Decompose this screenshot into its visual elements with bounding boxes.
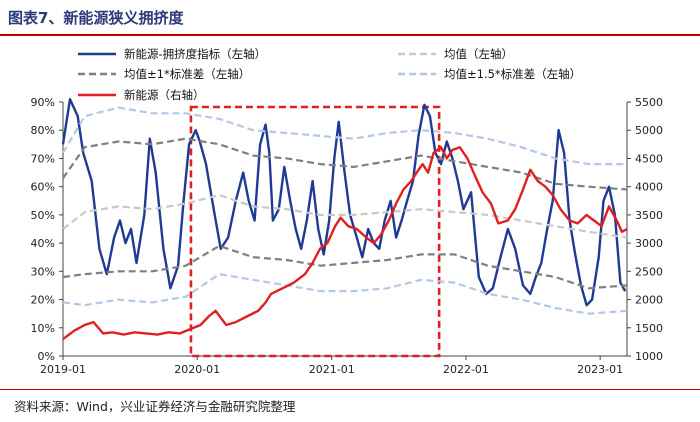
y-right-tick-label: 4000 [635, 181, 663, 194]
y-right-tick-label: 3500 [635, 209, 663, 222]
y-right-tick-label: 4500 [635, 152, 663, 165]
y-left-tick-label: 70% [31, 152, 55, 165]
series-line-2 [62, 137, 628, 191]
chart-title: 图表7、新能源狭义拥挤度 [8, 9, 184, 27]
x-tick-label: 2021-01 [309, 363, 355, 376]
legend-label-crowd: 新能源-拥挤度指标（左轴） [124, 47, 266, 61]
x-tick-label: 2023-01 [577, 363, 623, 376]
chart-header: 图表7、新能源狭义拥挤度 [0, 0, 700, 34]
y-left-tick-label: 60% [31, 181, 55, 194]
y-right-tick-label: 5000 [635, 124, 663, 137]
legend-label-sd15: 均值±1.5*标准差（左轴） [444, 67, 581, 81]
source-note: 资料来源：Wind，兴业证券经济与金融研究院整理 [14, 399, 296, 414]
x-tick-label: 2019-01 [40, 363, 86, 376]
y-left-tick-label: 10% [31, 322, 55, 335]
line-chart: 0% 10% 20% 30% 40% 50% 60% 70% 80% 90% 1000 1500 200… [31, 47, 663, 376]
series-line-4 [62, 106, 627, 166]
bottom-rule [0, 389, 700, 390]
y-right-tick-label: 2000 [635, 294, 663, 307]
y-right-tick-label: 3000 [635, 237, 663, 250]
series-line-3 [62, 244, 628, 290]
y-left-tick-label: 40% [31, 237, 55, 250]
y-right-tick-label: 5500 [635, 96, 663, 109]
y-right-tick-label: 2500 [635, 265, 663, 278]
y-left-tick-label: 90% [31, 96, 55, 109]
series-line-5 [62, 273, 628, 315]
y-right-tick-label: 1000 [635, 350, 663, 363]
y-left-tick-label: 30% [31, 265, 55, 278]
top-rule [0, 34, 700, 36]
series-line-6 [62, 145, 628, 341]
y-left-tick-label: 80% [31, 124, 55, 137]
legend-label-sd1: 均值±1*标准差（左轴） [124, 67, 250, 81]
y-left-tick-label: 50% [31, 209, 55, 222]
highlight-box [189, 105, 441, 358]
series-line-1 [62, 194, 628, 239]
y-right-tick-label: 1500 [635, 322, 663, 335]
x-tick-label: 2022-01 [443, 363, 489, 376]
legend-label-price: 新能源（右轴） [124, 88, 205, 102]
y-left-tick-label: 20% [31, 294, 55, 307]
x-tick-label: 2020-01 [174, 363, 220, 376]
y-left-tick-label: 0% [38, 350, 55, 363]
legend-label-mean: 均值（左轴） [444, 47, 513, 61]
